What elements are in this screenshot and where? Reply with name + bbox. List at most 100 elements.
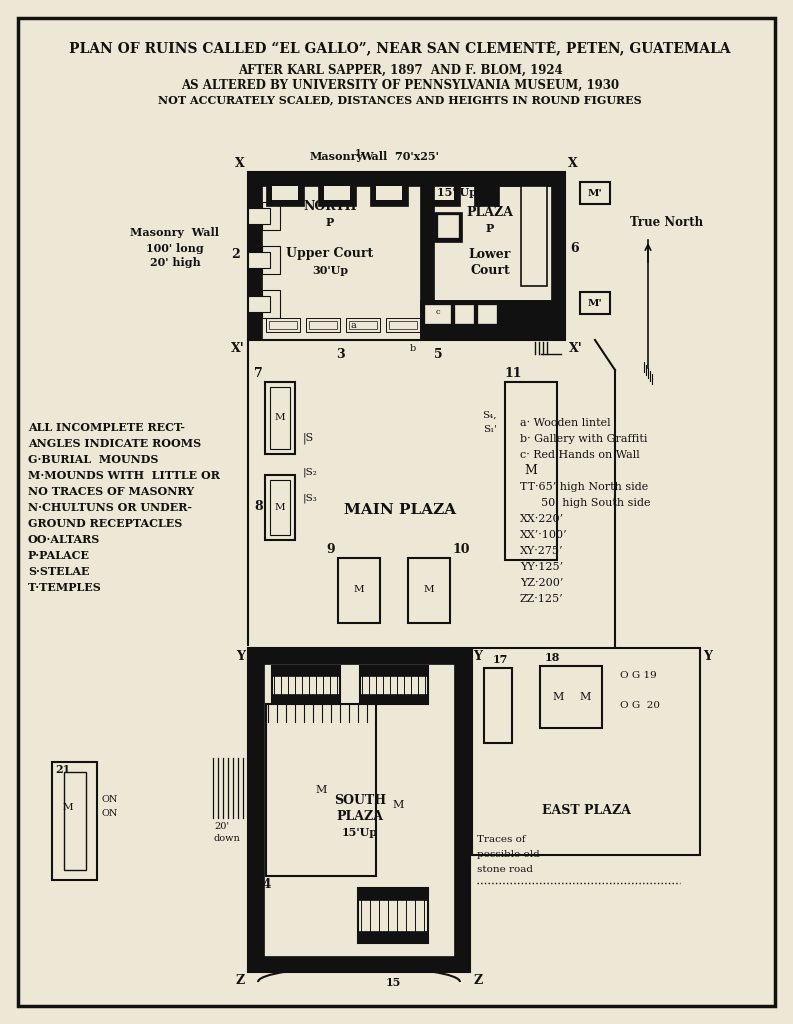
Bar [540,666,602,728]
Bar [266,318,300,332]
Text: 1: 1 [355,150,362,158]
Bar [349,321,377,329]
Text: 6: 6 [570,242,579,255]
Text: 3: 3 [335,348,344,361]
Bar [505,382,557,560]
Text: Court: Court [470,263,510,276]
Text: S₄,: S₄, [482,411,497,420]
Text: M: M [393,800,404,810]
Text: 20' high: 20' high [150,257,201,268]
Text: MAIN PLAZA: MAIN PLAZA [344,503,456,517]
Text: |S₃: |S₃ [303,494,318,503]
Text: 18: 18 [545,652,561,663]
Bar [248,172,565,340]
Text: Traces of: Traces of [477,835,526,844]
Text: T·TEMPLES: T·TEMPLES [28,582,102,593]
Text: M: M [274,414,285,423]
Bar [248,172,565,186]
Bar [472,648,700,855]
Bar [360,694,428,705]
Text: ANGLES INDICATE ROOMS: ANGLES INDICATE ROOMS [28,438,201,449]
Bar [269,321,297,329]
Text: 30'Up: 30'Up [312,264,348,275]
Bar [370,186,408,206]
Text: XX’·100’: XX’·100’ [520,530,568,540]
Text: NORTH: NORTH [303,201,357,213]
Text: G·BURIAL  MOUNDS: G·BURIAL MOUNDS [28,454,159,465]
Text: M: M [423,586,435,595]
Bar [580,182,610,204]
Bar [455,305,473,323]
Text: AS ALTERED BY UNIVERSITY OF PENNSYLVANIA MUSEUM, 1930: AS ALTERED BY UNIVERSITY OF PENNSYLVANIA… [181,79,619,91]
Bar [248,648,470,664]
Bar [248,208,270,224]
Text: ZZ·125’: ZZ·125’ [520,594,564,604]
Text: OO·ALTARS: OO·ALTARS [28,534,100,545]
Text: a: a [351,321,356,330]
Bar [265,475,295,540]
Text: Y: Y [473,650,482,663]
Bar [248,172,262,340]
Bar [270,387,290,449]
Text: N·CHULTUNS OR UNDER-: N·CHULTUNS OR UNDER- [28,502,192,513]
Text: O G  20: O G 20 [620,701,660,711]
Text: 13: 13 [386,651,402,662]
Bar [426,318,460,332]
Text: ON: ON [102,810,118,818]
Text: M·MOUNDS WITH  LITTLE OR: M·MOUNDS WITH LITTLE OR [28,470,220,481]
Bar [428,186,454,200]
Text: M: M [524,465,538,477]
Bar [454,648,470,972]
Text: 11: 11 [505,367,523,380]
Text: |S₂: |S₂ [303,467,318,477]
Bar [248,252,270,268]
Bar [420,300,565,340]
Text: YZ·200’: YZ·200’ [520,578,563,588]
Bar [422,186,460,206]
Text: PLAZA: PLAZA [466,207,514,219]
Text: 100' long: 100' long [146,243,204,254]
Text: Masonry: Masonry [310,151,364,162]
Bar [521,186,547,286]
Text: O G 19: O G 19 [620,672,657,681]
Text: 21: 21 [55,764,71,775]
Bar [248,296,270,312]
Bar [318,186,356,206]
Text: ON: ON [102,796,118,805]
Text: X: X [568,157,578,170]
Text: 12: 12 [298,651,313,662]
Text: PLAN OF RUINS CALLED “EL GALLO”, NEAR SAN CLEMENTÈ, PETEN, GUATEMALA: PLAN OF RUINS CALLED “EL GALLO”, NEAR SA… [69,41,731,55]
Bar [272,694,340,705]
Text: 7: 7 [255,367,263,380]
Bar [262,246,280,274]
Bar [338,558,380,623]
Bar [376,186,402,200]
Text: M: M [63,804,73,812]
Text: Z: Z [473,974,482,987]
Bar [420,172,434,300]
Bar [52,762,97,880]
Bar [434,172,565,186]
Text: 9: 9 [327,543,335,556]
Text: M: M [552,692,564,702]
Bar [309,321,337,329]
Bar [64,772,86,870]
Bar [248,648,470,972]
Text: X: X [236,157,245,170]
Text: O₁: O₁ [292,652,304,662]
Text: 2: 2 [232,249,240,261]
Bar [358,888,428,943]
Bar [270,480,290,535]
Text: 50’ high South side: 50’ high South side [520,498,650,508]
Text: YY·125’: YY·125’ [520,562,563,572]
Text: Y: Y [703,650,712,663]
Text: ALL INCOMPLETE RECT-: ALL INCOMPLETE RECT- [28,422,185,433]
Text: Z: Z [236,974,245,987]
Bar [420,300,565,340]
Text: AFTER KARL SAPPER, 1897  AND F. BLOM, 1924: AFTER KARL SAPPER, 1897 AND F. BLOM, 192… [238,63,562,77]
Text: NOT ACCURATELY SCALED, DISTANCES AND HEIGHTS IN ROUND FIGURES: NOT ACCURATELY SCALED, DISTANCES AND HEI… [158,94,642,105]
Bar [580,292,610,314]
Text: Lower: Lower [469,249,511,261]
Bar [262,290,280,318]
Text: X': X' [569,342,583,355]
